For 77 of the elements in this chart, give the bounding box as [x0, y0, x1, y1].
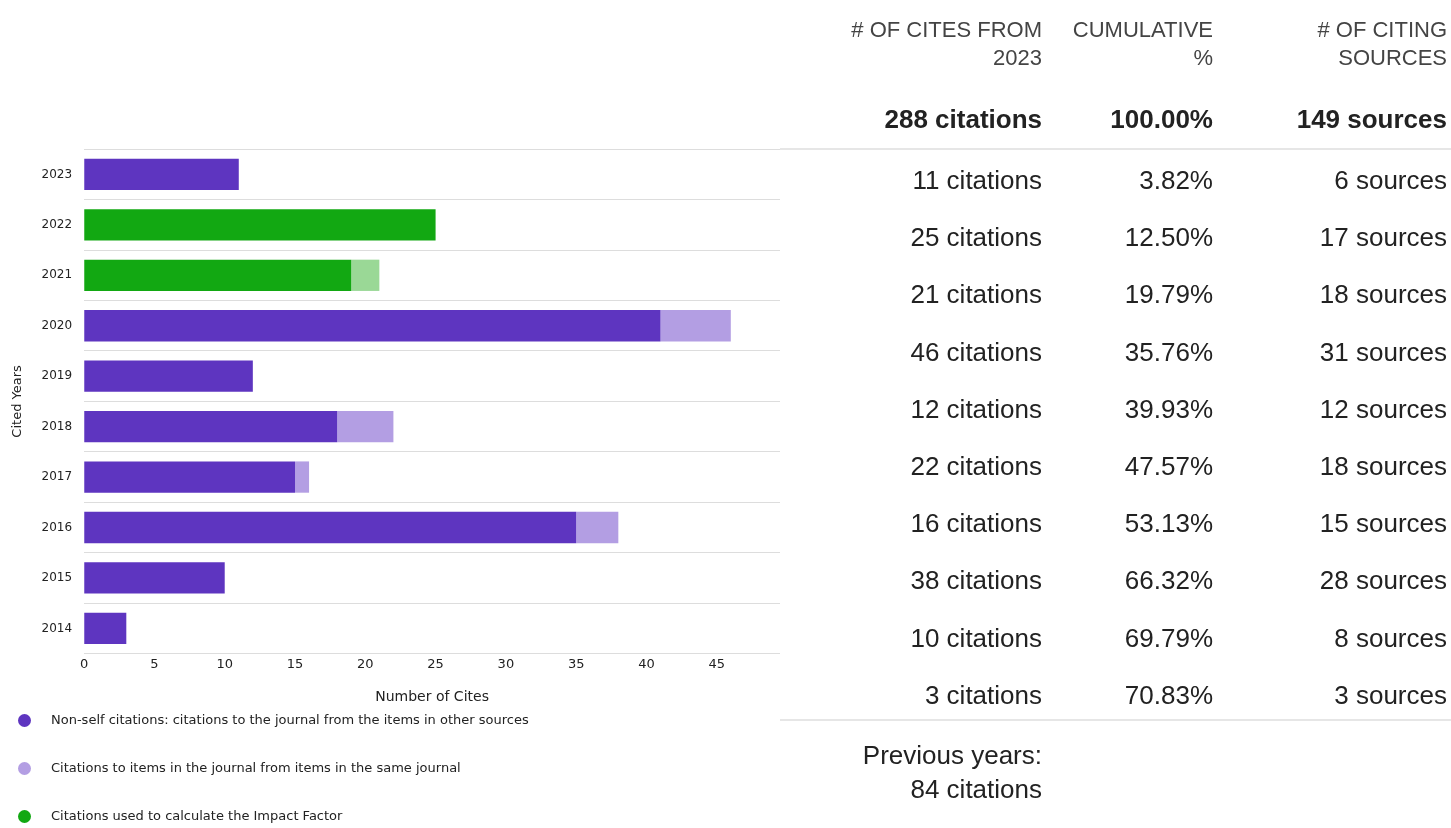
text: 70.83%: [1124, 679, 1213, 710]
bar: [84, 562, 225, 594]
category-label: # OF CITING SOURCES: [1316, 16, 1447, 72]
text: 12 citations: [910, 393, 1042, 424]
text: 100.00%: [1110, 104, 1213, 134]
text: 25 citations: [910, 222, 1042, 253]
category-label: CUMULATIVE %: [1071, 16, 1213, 72]
x-tick-label: 40: [638, 655, 655, 671]
bar: [84, 410, 338, 443]
text: 12.50%: [1124, 222, 1213, 253]
bar: [351, 259, 380, 291]
legend-label: Citations used to calculate the Impact Factor: [51, 808, 343, 823]
category-label: # OF CITES FROM 2023: [850, 16, 1042, 72]
y-tick-label: 2017: [41, 469, 73, 484]
text: 149 sources: [1296, 104, 1447, 134]
text: 16 citations: [910, 508, 1042, 539]
text: 46 citations: [910, 336, 1042, 367]
x-tick-label: 30: [497, 655, 515, 671]
text: 53.13%: [1124, 508, 1213, 539]
bar: [84, 209, 436, 241]
y-tick-label: 2021: [41, 267, 73, 282]
text: 17 sources: [1319, 222, 1447, 253]
text: 19.79%: [1124, 279, 1213, 310]
y-tick-label: 2018: [41, 418, 73, 433]
text: 22 citations: [910, 451, 1042, 481]
text: 21 citations: [910, 279, 1042, 310]
x-tick-label: 35: [567, 655, 585, 671]
x-tick-label: 15: [286, 655, 304, 671]
bar: [84, 461, 296, 493]
y-tick-label: 2023: [41, 166, 73, 181]
text: 47.57%: [1124, 451, 1213, 481]
text: 11 citations: [912, 165, 1042, 195]
text: 288 citations: [884, 104, 1042, 134]
legend-label: Citations to items in the journal from items in the same journal: [51, 760, 461, 775]
bar: [576, 511, 619, 544]
text: 38 citations: [910, 565, 1042, 596]
legend-label: Non-self citations: citations to the journal from the items in other sources: [51, 712, 529, 727]
bar: [84, 259, 352, 291]
y-tick-label: 2020: [41, 317, 73, 332]
text: 39.93%: [1124, 393, 1213, 424]
text: 12 sources: [1319, 393, 1447, 424]
text: 8 sources: [1334, 622, 1447, 653]
text: 3.82%: [1139, 165, 1213, 195]
x-tick-label: 25: [427, 655, 444, 671]
text: 3 sources: [1334, 679, 1447, 710]
bar: [337, 410, 394, 443]
x-tick-label: 0: [80, 655, 89, 671]
x-tick-label: 20: [357, 655, 374, 671]
y-tick-label: 2014: [41, 620, 73, 635]
text: 10 citations: [910, 622, 1042, 653]
text: 18 sources: [1319, 451, 1447, 481]
text: 69.79%: [1124, 622, 1213, 653]
y-tick-label: 2022: [41, 216, 73, 231]
x-tick-label: 10: [216, 655, 233, 671]
text: 18 sources: [1319, 279, 1447, 310]
bar: [295, 461, 310, 493]
text: 66.32%: [1124, 565, 1213, 596]
y-tick-label: 2015: [41, 570, 73, 585]
text: 15 sources: [1319, 508, 1447, 539]
bar: [84, 612, 127, 645]
bar: [84, 158, 239, 191]
bar: [84, 310, 661, 342]
text: Previous years: 84 citations: [861, 739, 1042, 806]
y-axis-title: Cited Years: [9, 364, 25, 438]
x-tick-label: 45: [708, 655, 726, 671]
text: 28 sources: [1319, 565, 1447, 596]
x-axis-title: Number of Cites: [375, 688, 489, 705]
x-tick-label: 5: [150, 655, 159, 671]
y-tick-label: 2019: [41, 368, 73, 383]
bar: [660, 310, 731, 342]
text: 31 sources: [1319, 336, 1447, 367]
text: 35.76%: [1124, 336, 1213, 367]
bar: [84, 360, 253, 392]
bar: [84, 511, 577, 544]
text: 6 sources: [1334, 165, 1447, 195]
text: 3 citations: [924, 679, 1042, 710]
y-tick-label: 2016: [41, 519, 73, 534]
